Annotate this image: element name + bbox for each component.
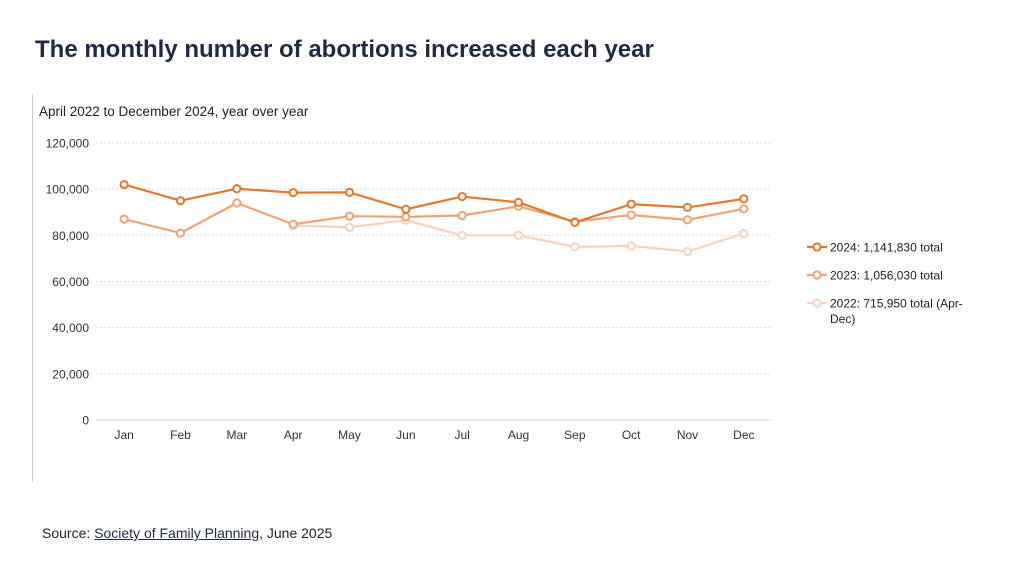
x-tick-label: Dec bbox=[733, 428, 754, 442]
y-tick-label: 0 bbox=[82, 414, 89, 428]
data-point-2-dec bbox=[739, 228, 749, 239]
source-prefix: Source: bbox=[42, 525, 95, 541]
data-point-2-aug bbox=[513, 230, 524, 240]
x-tick-label: Oct bbox=[622, 428, 641, 442]
legend-label-2: 2022: 715,950 total (Apr- bbox=[830, 297, 963, 311]
data-point-1-feb bbox=[175, 228, 186, 238]
legend-marker-0 bbox=[812, 242, 822, 252]
x-tick-label: Apr bbox=[284, 428, 303, 442]
data-point-1-mar bbox=[232, 198, 242, 208]
data-point-2-sep bbox=[570, 242, 580, 252]
line-chart: April 2022 to December 2024, year over y… bbox=[39, 104, 963, 442]
legend-label-2-cont: Dec) bbox=[830, 312, 855, 326]
legend-label-1: 2023: 1,056,030 total bbox=[830, 269, 943, 283]
data-point-2-oct bbox=[626, 241, 636, 251]
data-point-0-oct bbox=[626, 199, 636, 209]
x-tick-label: Nov bbox=[677, 428, 698, 442]
source-suffix: , June 2025 bbox=[259, 525, 333, 541]
data-point-2-nov bbox=[682, 246, 693, 257]
data-point-1-jan bbox=[119, 214, 129, 224]
data-point-2-may bbox=[344, 222, 355, 232]
data-point-1-jun bbox=[401, 212, 411, 222]
x-tick-label: Feb bbox=[170, 428, 191, 442]
data-point-1-jul bbox=[457, 210, 467, 221]
data-point-0-may bbox=[344, 187, 355, 197]
series-2 bbox=[288, 215, 749, 257]
y-tick-label: 40,000 bbox=[52, 321, 89, 335]
source-link[interactable]: Society of Family Planning bbox=[94, 525, 260, 541]
chart-title: April 2022 to December 2024, year over y… bbox=[39, 104, 309, 119]
data-point-0-apr bbox=[288, 188, 298, 198]
x-tick-label: Jun bbox=[396, 428, 415, 442]
data-point-0-feb bbox=[175, 196, 186, 206]
data-point-2-jul bbox=[457, 230, 467, 240]
data-point-1-apr bbox=[288, 219, 298, 229]
legend-label-0: 2024: 1,141,830 total bbox=[830, 241, 943, 255]
chart-container: April 2022 to December 2024, year over y… bbox=[32, 92, 992, 484]
data-point-0-mar bbox=[232, 184, 242, 194]
x-tick-label: Jan bbox=[114, 428, 133, 442]
data-point-0-nov bbox=[682, 202, 693, 213]
y-tick-label: 120,000 bbox=[46, 137, 90, 151]
data-point-0-sep bbox=[570, 217, 580, 228]
data-point-1-oct bbox=[626, 210, 636, 220]
legend-marker-1 bbox=[812, 270, 822, 280]
x-tick-label: Sep bbox=[564, 428, 586, 442]
data-point-1-dec bbox=[739, 204, 749, 214]
y-tick-label: 80,000 bbox=[52, 229, 89, 243]
legend: 2024: 1,141,830 total 2023: 1,056,030 tot… bbox=[807, 241, 963, 326]
series-line-0 bbox=[123, 183, 744, 224]
data-point-1-may bbox=[344, 211, 355, 221]
y-tick-label: 100,000 bbox=[46, 183, 90, 197]
data-point-0-jul bbox=[457, 191, 467, 202]
page-title: The monthly number of abortions increase… bbox=[35, 36, 654, 63]
data-point-0-dec bbox=[739, 194, 749, 204]
source-note: Source: Society of Family Planning, June… bbox=[42, 525, 332, 541]
y-tick-label: 60,000 bbox=[52, 275, 89, 289]
legend-marker-2 bbox=[812, 298, 822, 308]
grid-lines bbox=[96, 142, 772, 421]
y-tick-label: 20,000 bbox=[52, 367, 89, 381]
chart-frame-left-border bbox=[32, 94, 33, 482]
data-point-0-jan bbox=[119, 179, 129, 190]
x-axis-ticks: Jan Feb Mar Apr May Jun Jul Aug Sep Oct Nov Dec bbox=[114, 428, 754, 442]
x-tick-label: May bbox=[338, 428, 361, 442]
data-point-1-nov bbox=[682, 215, 693, 225]
series-group bbox=[119, 179, 749, 257]
data-point-0-aug bbox=[513, 197, 524, 207]
data-point-0-jun bbox=[401, 204, 411, 214]
x-tick-label: Jul bbox=[454, 428, 469, 442]
x-tick-label: Mar bbox=[226, 428, 247, 442]
y-axis-ticks: 0 20,000 40,000 60,000 80,000 100,000 120,000 bbox=[46, 137, 90, 428]
series-line-1 bbox=[123, 201, 745, 235]
series-0 bbox=[119, 179, 749, 228]
x-tick-label: Aug bbox=[508, 428, 529, 442]
